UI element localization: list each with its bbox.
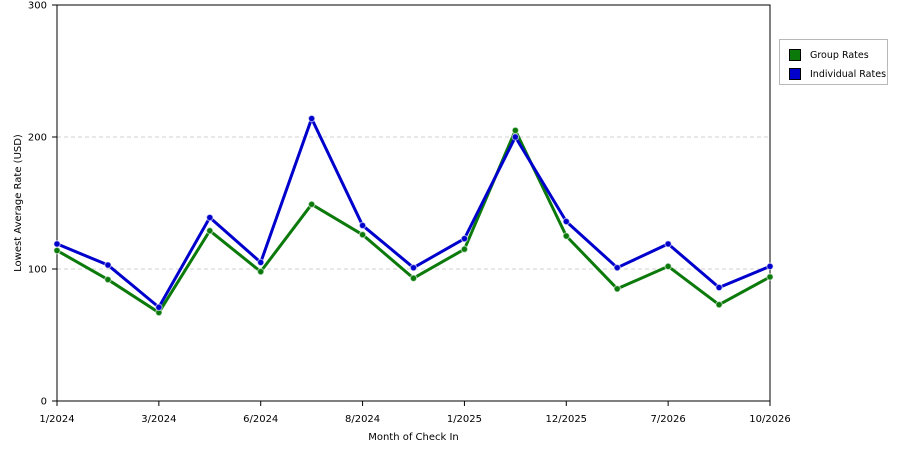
legend: Group Rates Individual Rates: [779, 39, 888, 85]
legend-swatch-individual-rates: [789, 68, 801, 80]
y-axis-title: Lowest Average Rate (USD): [13, 134, 24, 272]
legend-item-group-rates: Group Rates: [789, 48, 869, 62]
y-tick-label: 0: [41, 397, 47, 408]
data-point-group-rates: [664, 262, 672, 271]
data-point-group-rates: [460, 245, 469, 254]
data-point-group-rates: [766, 273, 774, 281]
data-point-individual-rates: [562, 217, 571, 226]
data-point-individual-rates: [155, 303, 163, 312]
data-point-group-rates: [104, 275, 112, 284]
legend-swatch-group-rates: [789, 49, 801, 61]
x-axis-title: Month of Check In: [368, 432, 459, 443]
data-point-individual-rates: [256, 258, 265, 267]
data-point-group-rates: [307, 200, 316, 209]
data-point-individual-rates: [460, 234, 469, 243]
data-point-group-rates: [511, 126, 520, 135]
data-point-individual-rates: [766, 262, 774, 271]
data-point-individual-rates: [715, 283, 723, 292]
y-tick-label: 300: [28, 1, 47, 12]
legend-item-individual-rates: Individual Rates: [789, 67, 886, 81]
data-point-individual-rates: [511, 133, 520, 141]
data-point-individual-rates: [613, 263, 622, 272]
x-tick-label: 10/2026: [749, 414, 791, 425]
series-line-group-rates: [56, 128, 771, 315]
y-tick-label: 200: [28, 133, 47, 144]
data-point-group-rates: [715, 300, 723, 309]
data-point-individual-rates: [409, 263, 418, 272]
y-tick-label: 100: [28, 265, 47, 276]
data-point-group-rates: [409, 274, 418, 283]
x-tick-label: 12/2025: [546, 414, 588, 425]
data-point-individual-rates: [205, 213, 214, 222]
data-point-group-rates: [256, 267, 265, 276]
data-point-group-rates: [613, 284, 622, 293]
x-tick-label: 6/2024: [243, 414, 278, 425]
plot-area-frame: [56, 4, 771, 402]
data-point-group-rates: [205, 226, 214, 235]
data-point-group-rates: [53, 246, 61, 255]
x-tick-label: 1/2024: [39, 414, 74, 425]
x-tick-label: 7/2026: [651, 414, 686, 425]
data-point-group-rates: [562, 232, 571, 240]
data-point-individual-rates: [358, 221, 367, 230]
x-tick-label: 1/2025: [447, 414, 482, 425]
data-point-individual-rates: [53, 240, 61, 248]
legend-label-group-rates: Group Rates: [810, 49, 869, 61]
data-point-individual-rates: [664, 240, 672, 248]
data-point-individual-rates: [104, 261, 112, 269]
x-tick-label: 3/2024: [141, 414, 176, 425]
x-tick-label: 8/2024: [345, 414, 380, 425]
legend-label-individual-rates: Individual Rates: [810, 68, 887, 80]
data-point-group-rates: [358, 230, 367, 239]
data-point-individual-rates: [307, 114, 316, 123]
